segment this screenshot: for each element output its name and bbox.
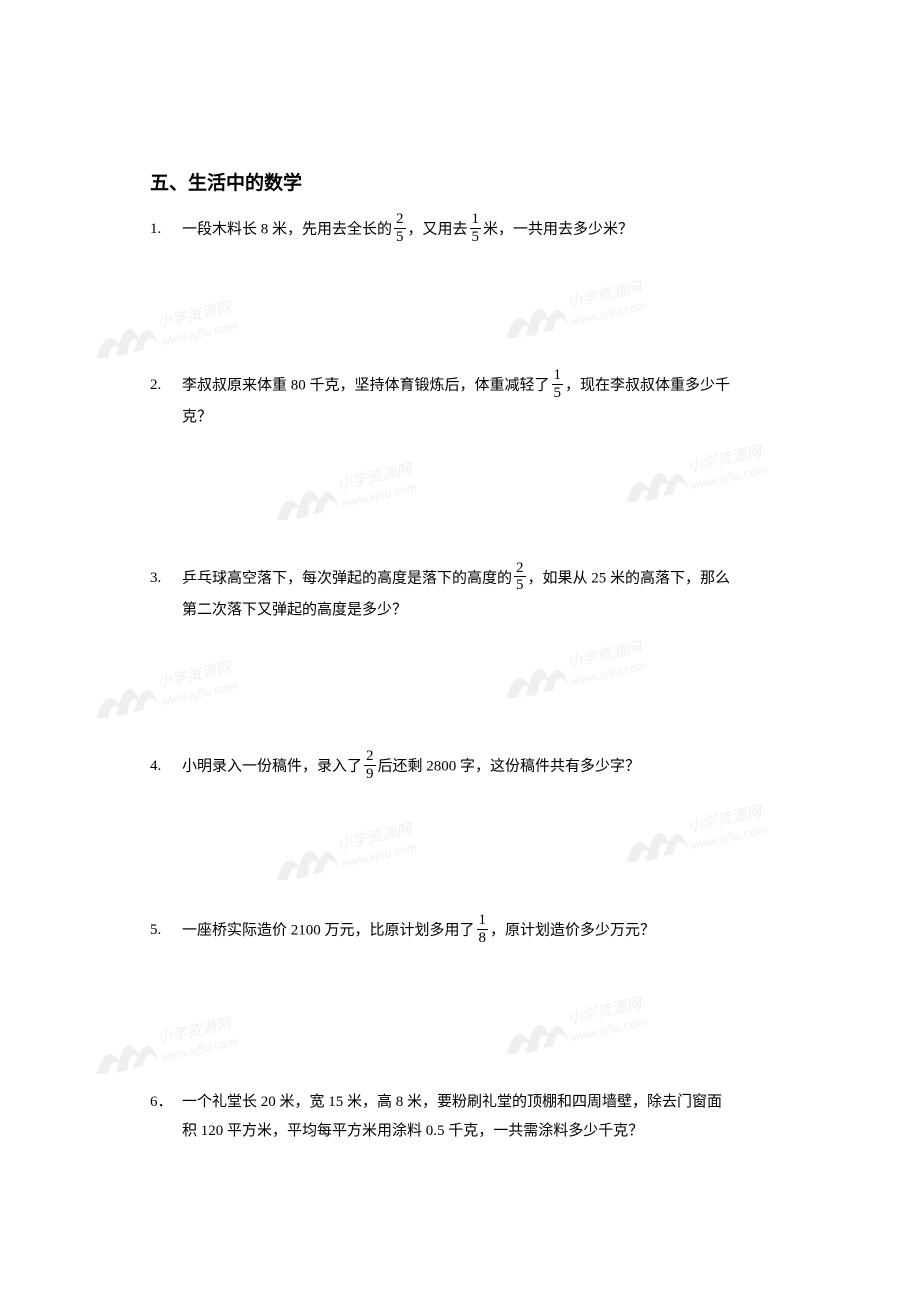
problem-4-number: 4. [150, 752, 182, 781]
problem-2-text-pre: 李叔叔原来体重 80 千克，坚持体育锻炼后，体重减轻了 [182, 377, 550, 393]
problem-2-content: 李叔叔原来体重 80 千克，坚持体育锻炼后，体重减轻了15，现在李叔叔体重多少千… [182, 369, 770, 432]
frac-denominator: 5 [470, 229, 482, 246]
problem-2: 2. 李叔叔原来体重 80 千克，坚持体育锻炼后，体重减轻了15，现在李叔叔体重… [150, 369, 770, 432]
problem-2-frac-1: 15 [552, 367, 564, 401]
problem-1-text-mid: ，又用去 [408, 221, 468, 237]
frac-numerator: 2 [394, 211, 406, 229]
problem-2-number: 2. [150, 371, 182, 400]
problem-4: 4. 小明录入一份稿件，录入了29后还剩 2800 字，这份稿件共有多少字？ [150, 750, 770, 784]
problem-5-frac-1: 18 [477, 912, 489, 946]
frac-numerator: 1 [552, 367, 564, 385]
problem-5-text-pre: 一座桥实际造价 2100 万元，比原计划多用了 [182, 922, 475, 938]
problem-6-text-pre: 一个礼堂长 20 米，宽 15 米，高 8 米，要粉刷礼堂的顶棚和四周墙壁，除去… [182, 1094, 722, 1110]
problem-5: 5. 一座桥实际造价 2100 万元，比原计划多用了18，原计划造价多少万元？ [150, 914, 770, 948]
problem-3: 3. 乒乓球高空落下，每次弹起的高度是落下的高度的25，如果从 25 米的高落下… [150, 562, 770, 625]
problem-1-content: 一段木料长 8 米，先用去全长的25，又用去15米，一共用去多少米？ [182, 213, 770, 247]
frac-denominator: 9 [364, 766, 376, 783]
problem-3-number: 3. [150, 564, 182, 593]
problem-6: 6． 一个礼堂长 20 米，宽 15 米，高 8 米，要粉刷礼堂的顶棚和四周墙壁… [150, 1088, 770, 1145]
problem-4-content: 小明录入一份稿件，录入了29后还剩 2800 字，这份稿件共有多少字？ [182, 750, 770, 784]
problem-3-text-post: ，如果从 25 米的高落下，那么 [528, 570, 731, 586]
frac-denominator: 5 [394, 229, 406, 246]
problem-6-line2: 积 120 平方米，平均每平方米用涂料 0.5 千克，一共需涂料多少千克？ [182, 1123, 643, 1139]
problem-6-content: 一个礼堂长 20 米，宽 15 米，高 8 米，要粉刷礼堂的顶棚和四周墙壁，除去… [182, 1088, 770, 1145]
frac-numerator: 2 [364, 748, 376, 766]
problem-4-frac-1: 29 [364, 748, 376, 782]
frac-denominator: 8 [477, 930, 489, 947]
problem-5-text-post: ，原计划造价多少万元？ [490, 922, 655, 938]
frac-numerator: 1 [477, 912, 489, 930]
problem-1: 1. 一段木料长 8 米，先用去全长的25，又用去15米，一共用去多少米？ [150, 213, 770, 247]
frac-numerator: 1 [470, 211, 482, 229]
problem-3-text-pre: 乒乓球高空落下，每次弹起的高度是落下的高度的 [182, 570, 512, 586]
frac-denominator: 5 [552, 385, 564, 402]
problem-1-frac-2: 15 [470, 211, 482, 245]
problem-1-frac-1: 25 [394, 211, 406, 245]
problem-3-content: 乒乓球高空落下，每次弹起的高度是落下的高度的25，如果从 25 米的高落下，那么… [182, 562, 770, 625]
problem-4-text-post: 后还剩 2800 字，这份稿件共有多少字？ [378, 758, 641, 774]
problem-3-frac-1: 25 [514, 560, 526, 594]
problem-1-number: 1. [150, 215, 182, 244]
problem-5-number: 5. [150, 916, 182, 945]
problem-6-number: 6． [150, 1088, 182, 1117]
problem-2-text-post: ，现在李叔叔体重多少千 [565, 377, 730, 393]
problem-2-line2: 克？ [182, 409, 212, 425]
section-title: 五、生活中的数学 [150, 168, 770, 195]
problem-3-line2: 第二次落下又弹起的高度是多少？ [182, 602, 407, 618]
frac-numerator: 2 [514, 560, 526, 578]
problem-1-text-post: 米，一共用去多少米？ [483, 221, 633, 237]
problem-1-text-pre: 一段木料长 8 米，先用去全长的 [182, 221, 392, 237]
problem-4-text-pre: 小明录入一份稿件，录入了 [182, 758, 362, 774]
frac-denominator: 5 [514, 577, 526, 594]
problem-5-content: 一座桥实际造价 2100 万元，比原计划多用了18，原计划造价多少万元？ [182, 914, 770, 948]
